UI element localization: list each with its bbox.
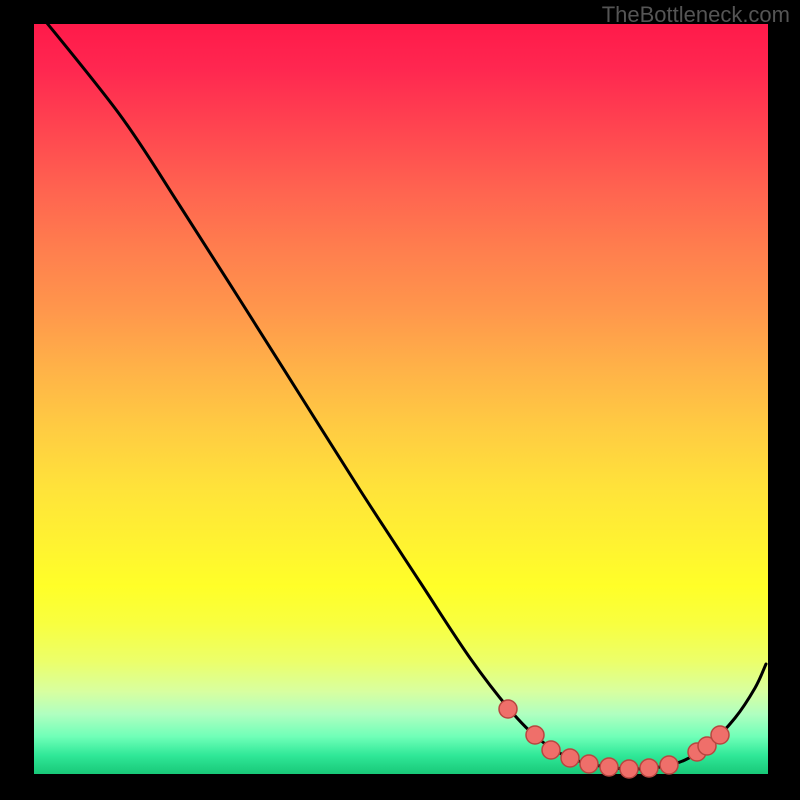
bottleneck-chart xyxy=(0,0,800,800)
chart-container: TheBottleneck.com xyxy=(0,0,800,800)
curve-marker xyxy=(620,760,638,778)
curve-marker xyxy=(580,755,598,773)
curve-marker xyxy=(711,726,729,744)
curve-marker xyxy=(600,758,618,776)
curve-marker xyxy=(640,759,658,777)
curve-marker xyxy=(561,749,579,767)
curve-marker xyxy=(526,726,544,744)
watermark-text: TheBottleneck.com xyxy=(602,2,790,28)
curve-marker xyxy=(542,741,560,759)
gradient-plot-area xyxy=(34,24,768,774)
curve-marker xyxy=(660,756,678,774)
curve-marker xyxy=(499,700,517,718)
